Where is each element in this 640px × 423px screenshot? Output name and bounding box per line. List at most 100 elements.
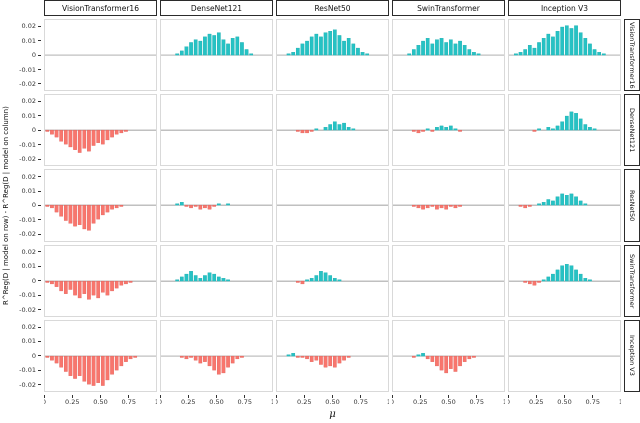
positive-bar	[300, 43, 305, 56]
negative-bar	[114, 205, 119, 209]
panel-inception-v3-vs-visiontransformer16	[44, 319, 157, 392]
positive-bar	[337, 124, 342, 131]
positive-bar	[537, 203, 541, 206]
positive-bar	[421, 352, 425, 357]
x-tick-mark	[535, 394, 537, 398]
negative-bar	[96, 280, 101, 298]
x-tick-label: 0	[160, 398, 162, 406]
positive-bar	[212, 35, 217, 56]
y-tick-label: 0.01	[21, 262, 36, 271]
negative-bar	[133, 355, 138, 358]
panel-plot	[277, 352, 388, 368]
positive-bar	[435, 39, 439, 56]
y-tick-label: -0.01	[19, 215, 36, 224]
column-strip-visiontransformer16: VisionTransformer16	[44, 0, 157, 16]
negative-bar	[472, 355, 476, 358]
negative-bar	[110, 355, 114, 375]
x-tick-label: 0.25	[65, 397, 80, 406]
positive-bar	[597, 52, 602, 56]
x-tick-label: 0.75	[585, 397, 600, 406]
x-tick-mark	[419, 394, 421, 398]
positive-bar	[244, 49, 249, 56]
negative-bar	[523, 280, 528, 283]
negative-bar	[68, 130, 73, 148]
panel-swintransformer-vs-visiontransformer16	[44, 244, 157, 317]
negative-bar	[458, 130, 462, 132]
y-tick-label: -0.01	[19, 291, 36, 300]
y-tick-mark	[38, 40, 41, 42]
negative-bar	[59, 130, 64, 142]
positive-bar	[588, 127, 592, 131]
x-tick-mark	[592, 394, 594, 398]
panel-plot	[393, 125, 504, 134]
panel-resnet50-vs-visiontransformer16	[44, 169, 157, 242]
negative-bar	[54, 205, 59, 213]
negative-bar	[68, 355, 73, 376]
positive-bar	[541, 279, 546, 281]
y-tick-labels-row-3: 0.02 0.01 0 -0.01 -0.02	[15, 169, 41, 241]
negative-bar	[128, 355, 133, 359]
x-tick-label: 1	[503, 398, 505, 406]
x-tick-mark	[128, 394, 130, 398]
row-strip-resnet50: ResNet50	[624, 169, 640, 242]
negative-bar	[193, 355, 198, 361]
y-tick-label: 0	[31, 126, 36, 135]
positive-bar	[319, 270, 323, 281]
negative-bar	[91, 355, 96, 386]
x-tick-label: 0.75	[237, 397, 252, 406]
negative-bar	[105, 280, 110, 295]
negative-bar	[346, 355, 351, 358]
y-tick-label: 0.02	[21, 172, 36, 181]
positive-bar	[175, 279, 180, 281]
negative-bar	[189, 205, 193, 209]
panel-resnet50-vs-resnet50	[276, 169, 389, 242]
positive-bar	[346, 38, 351, 56]
y-tick-label: 0	[31, 201, 36, 210]
x-tick-label: 0	[508, 398, 510, 406]
negative-bar	[462, 355, 467, 362]
x-tick-label: 0.25	[413, 397, 428, 406]
panel-inception-v3-vs-densenet121	[160, 319, 273, 392]
panel-plot	[393, 205, 504, 210]
positive-bar	[555, 125, 560, 131]
negative-bar	[323, 355, 328, 368]
y-tick-mark	[38, 158, 41, 160]
panel-plot	[161, 355, 272, 375]
negative-bar	[73, 205, 77, 227]
negative-bar	[119, 130, 124, 134]
negative-bar	[105, 130, 110, 141]
positive-bar	[523, 49, 528, 56]
negative-bar	[124, 130, 128, 132]
negative-bar	[439, 355, 444, 371]
positive-bar	[286, 354, 291, 357]
negative-bar	[230, 355, 235, 364]
negative-bar	[295, 130, 300, 132]
negative-bar	[425, 355, 430, 359]
positive-bar	[342, 40, 346, 56]
positive-bar	[365, 53, 370, 56]
positive-bar	[212, 273, 217, 281]
panel-plot	[45, 355, 156, 386]
positive-bar	[198, 277, 203, 281]
positive-bar	[221, 277, 226, 281]
negative-bar	[45, 280, 50, 283]
negative-bar	[68, 205, 73, 224]
negative-bar	[82, 280, 87, 294]
positive-bar	[430, 43, 435, 56]
positive-bar	[564, 263, 569, 281]
negative-bar	[448, 355, 453, 369]
positive-bar	[541, 38, 546, 56]
negative-bar	[212, 355, 217, 371]
positive-bar	[546, 33, 551, 56]
positive-bar	[578, 32, 583, 56]
x-tick-mark	[388, 394, 389, 398]
x-tick-labels-col-1: 0 0.25 0.50 0.75 1	[44, 394, 157, 406]
y-tick-mark	[38, 309, 41, 311]
x-tick-mark	[272, 394, 273, 398]
x-tick-mark	[508, 394, 509, 398]
positive-bar	[184, 46, 189, 56]
negative-bar	[73, 280, 77, 295]
panel-visiontransformer16-vs-swintransformer	[392, 19, 505, 92]
positive-bar	[527, 45, 532, 56]
panel-inception-v3-vs-swintransformer	[392, 319, 505, 392]
